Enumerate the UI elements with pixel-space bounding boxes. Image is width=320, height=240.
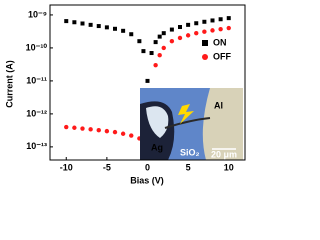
inset-ag-edge xyxy=(146,106,169,138)
point xyxy=(96,24,101,29)
inset-label: Al xyxy=(214,100,223,110)
point xyxy=(145,78,150,83)
y-tick-label: 10⁻¹² xyxy=(26,108,47,118)
point xyxy=(194,21,199,26)
y-tick-label: 10⁻¹⁰ xyxy=(26,42,48,52)
chart: Bias (V) Current (A) -10 -5 0 5 10 10⁻¹³ 10⁻¹²… xyxy=(4,4,246,185)
point xyxy=(88,127,93,132)
point xyxy=(104,25,109,30)
y-tick-label: 10⁻¹¹ xyxy=(26,75,47,85)
point xyxy=(177,35,183,41)
point xyxy=(149,51,154,56)
point xyxy=(121,28,126,33)
point xyxy=(202,19,207,24)
point xyxy=(157,34,162,39)
point xyxy=(226,25,231,31)
y-tick-label: 10⁻⁹ xyxy=(28,9,47,19)
x-tick-label: 5 xyxy=(186,162,191,172)
point xyxy=(72,20,77,25)
point xyxy=(72,125,77,130)
point xyxy=(210,18,215,23)
point xyxy=(80,21,85,26)
point xyxy=(169,38,175,44)
point xyxy=(141,49,146,54)
y-axis-label: Current (A) xyxy=(4,60,14,108)
inset-al-pad xyxy=(202,88,243,160)
x-tick-label: -5 xyxy=(103,162,111,172)
point xyxy=(185,33,191,38)
point xyxy=(153,40,158,45)
inset-label: 20 μm xyxy=(211,149,237,159)
point xyxy=(210,28,215,33)
point xyxy=(161,45,166,51)
point xyxy=(88,22,93,27)
plot-frame xyxy=(49,4,246,161)
point xyxy=(129,32,134,37)
point xyxy=(112,129,118,135)
point xyxy=(186,22,191,27)
point xyxy=(104,128,110,134)
x-tick-label: -10 xyxy=(60,162,73,172)
point xyxy=(64,19,69,24)
legend-marker xyxy=(202,40,208,46)
point xyxy=(129,133,134,138)
point xyxy=(218,26,223,32)
inset-wire xyxy=(164,117,211,129)
point xyxy=(161,31,166,36)
legend-label: ON xyxy=(213,37,227,47)
point xyxy=(153,62,158,68)
point xyxy=(96,128,101,133)
y-tick-label: 10⁻¹³ xyxy=(26,141,47,151)
inset-bolt xyxy=(178,104,194,124)
point xyxy=(202,29,207,34)
point xyxy=(80,126,85,131)
point xyxy=(64,124,69,130)
legend-marker xyxy=(202,54,208,60)
inset-image: Ag Al SiO₂ 20 μm xyxy=(140,88,243,160)
point xyxy=(120,131,126,136)
point xyxy=(113,26,117,31)
point xyxy=(178,25,182,30)
point xyxy=(157,53,162,58)
inset-label: SiO₂ xyxy=(180,147,200,157)
inset-label: Ag xyxy=(151,142,163,152)
point xyxy=(194,30,199,36)
point xyxy=(226,16,231,21)
point xyxy=(137,39,142,44)
x-tick-label: 0 xyxy=(145,162,150,172)
x-tick-label: 10 xyxy=(224,162,234,172)
x-axis-label: Bias (V) xyxy=(130,175,164,185)
point xyxy=(169,27,174,32)
legend-label: OFF xyxy=(213,51,231,61)
point xyxy=(218,17,223,22)
